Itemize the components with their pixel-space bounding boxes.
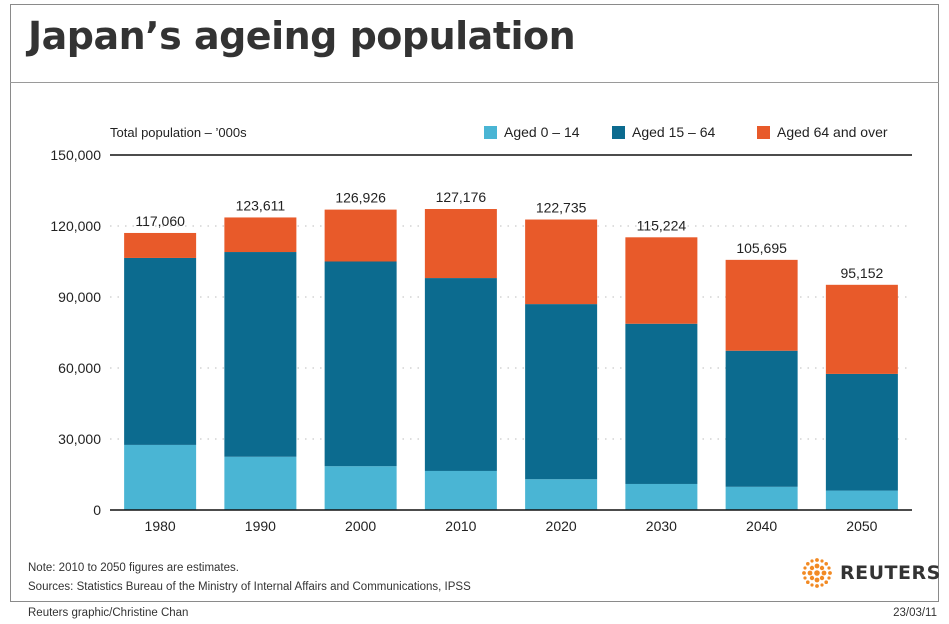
chart-title: Japan’s ageing population [28,14,576,58]
x-tick-label: 2040 [746,518,777,534]
y-tick-label: 120,000 [50,218,101,234]
bar-segment [124,232,197,258]
bar-segment [525,219,598,305]
legend-label: Aged 64 and over [777,124,888,140]
date-text: 23/03/11 [893,607,937,619]
total-label: 127,176 [436,189,487,205]
note-text: Note: 2010 to 2050 figures are estimates… [28,562,239,574]
y-tick-label: 150,000 [50,147,101,163]
legend: Aged 0 – 14 Aged 15 – 64 Aged 64 and over [484,124,888,140]
credit-text: Reuters graphic/Christine Chan [28,607,189,619]
bar-segment [324,466,397,510]
total-labels: 117,060 123,611 126,926 127,176 122,735 115,2… [135,189,883,281]
bar-segment [725,350,798,487]
bar-segment [324,261,397,467]
total-label: 105,695 [736,240,787,256]
reuters-wordmark: REUTERS [840,562,941,584]
y-tick-label: 90,000 [58,289,101,305]
reuters-dots-icon [802,558,832,588]
sources-text: Sources: Statistics Bureau of the Minist… [28,581,471,593]
y-tick-label: 0 [93,502,101,518]
legend-swatch [757,126,770,139]
x-tick-label: 1980 [145,518,176,534]
x-axis-ticks: 1980 1990 2000 2010 2020 2030 2040 2050 [145,518,878,534]
bar-segment [625,323,698,484]
x-tick-label: 2050 [846,518,877,534]
bar-segment [625,237,698,324]
bar-segment [224,217,297,253]
legend-label: Aged 0 – 14 [504,124,580,140]
total-label: 117,060 [135,213,185,229]
bar-segment [324,209,397,262]
x-tick-label: 2030 [646,518,677,534]
bar-segment [124,444,197,510]
bar-segment [525,304,598,480]
bar-segment [825,284,898,374]
bars [124,209,898,510]
bar-segment [424,278,497,471]
bar-segment [224,252,297,457]
total-label: 115,224 [637,217,687,233]
bar-segment [525,479,598,510]
title-divider [10,82,939,83]
total-label: 122,735 [536,200,587,216]
reuters-logo: REUTERS [800,556,941,590]
x-tick-label: 2020 [546,518,577,534]
bar-segment [825,373,898,491]
bar-segment [825,490,898,510]
legend-swatch [612,126,625,139]
y-tick-label: 60,000 [58,360,101,376]
y-axis-label: Total population – ’000s [110,125,247,140]
y-axis-ticks: 0 30,000 60,000 90,000 120,000 150,000 [50,147,101,518]
total-label: 95,152 [840,265,883,281]
legend-label: Aged 15 – 64 [632,124,716,140]
bar-segment [424,209,497,279]
bar-segment [725,486,798,510]
bar-segment [124,257,197,445]
legend-swatch [484,126,497,139]
x-tick-label: 1990 [245,518,276,534]
x-tick-label: 2000 [345,518,376,534]
bar-segment [424,470,497,510]
total-label: 123,611 [236,197,286,213]
y-tick-label: 30,000 [58,431,101,447]
total-label: 126,926 [335,190,386,206]
x-tick-label: 2010 [445,518,476,534]
bar-segment [224,456,297,510]
bar-segment [625,483,698,510]
bar-segment [725,259,798,351]
